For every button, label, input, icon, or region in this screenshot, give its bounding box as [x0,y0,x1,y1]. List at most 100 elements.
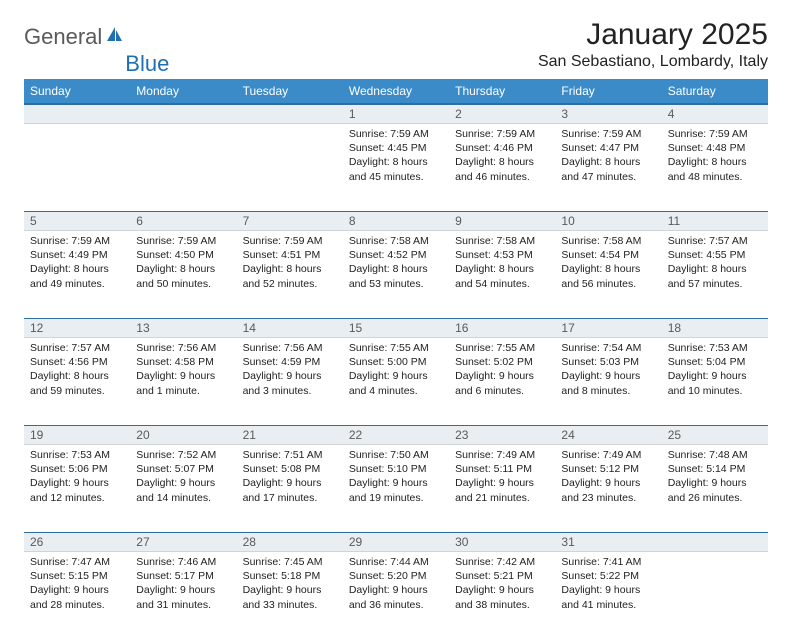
sunset-line: Sunset: 5:14 PM [668,462,762,476]
sunrise-line: Sunrise: 7:56 AM [243,341,337,355]
sunset-line: Sunset: 5:07 PM [136,462,230,476]
day-number-cell: 25 [662,426,768,445]
day-number-cell: 16 [449,319,555,338]
day-number-cell: 1 [343,104,449,124]
day-number-cell: 22 [343,426,449,445]
day-info-cell: Sunrise: 7:53 AMSunset: 5:04 PMDaylight:… [662,338,768,426]
day-number: 1 [343,105,449,123]
day-number: 28 [237,533,343,551]
day-info-cell: Sunrise: 7:59 AMSunset: 4:50 PMDaylight:… [130,231,236,319]
sunrise-line: Sunrise: 7:59 AM [561,127,655,141]
day-number: 23 [449,426,555,444]
daylight-line: Daylight: 8 hours and 47 minutes. [561,155,655,183]
daylight-line: Daylight: 8 hours and 53 minutes. [349,262,443,290]
day-number-cell: 15 [343,319,449,338]
day-info-cell: Sunrise: 7:51 AMSunset: 5:08 PMDaylight:… [237,445,343,533]
day-info: Sunrise: 7:52 AMSunset: 5:07 PMDaylight:… [130,445,236,511]
sunrise-line: Sunrise: 7:56 AM [136,341,230,355]
day-number-cell: 13 [130,319,236,338]
sunset-line: Sunset: 4:56 PM [30,355,124,369]
sunset-line: Sunset: 4:47 PM [561,141,655,155]
daylight-line: Daylight: 9 hours and 12 minutes. [30,476,124,504]
day-number-cell: 11 [662,212,768,231]
day-number-cell: 24 [555,426,661,445]
day-number-cell: 2 [449,104,555,124]
week-daynum-row: 12131415161718 [24,319,768,338]
day-number: 16 [449,319,555,337]
day-info: Sunrise: 7:51 AMSunset: 5:08 PMDaylight:… [237,445,343,511]
day-number: 12 [24,319,130,337]
sunrise-line: Sunrise: 7:48 AM [668,448,762,462]
sunrise-line: Sunrise: 7:59 AM [243,234,337,248]
day-info-cell: Sunrise: 7:56 AMSunset: 4:59 PMDaylight:… [237,338,343,426]
day-info-cell: Sunrise: 7:59 AMSunset: 4:49 PMDaylight:… [24,231,130,319]
day-number [24,105,130,123]
day-info-cell: Sunrise: 7:48 AMSunset: 5:14 PMDaylight:… [662,445,768,533]
sunrise-line: Sunrise: 7:44 AM [349,555,443,569]
sunrise-line: Sunrise: 7:59 AM [455,127,549,141]
sunset-line: Sunset: 4:53 PM [455,248,549,262]
sunrise-line: Sunrise: 7:49 AM [561,448,655,462]
sunrise-line: Sunrise: 7:51 AM [243,448,337,462]
day-number-cell: 12 [24,319,130,338]
daylight-line: Daylight: 9 hours and 21 minutes. [455,476,549,504]
day-info-cell: Sunrise: 7:42 AMSunset: 5:21 PMDaylight:… [449,552,555,640]
day-info-cell: Sunrise: 7:58 AMSunset: 4:54 PMDaylight:… [555,231,661,319]
week-daynum-row: 1234 [24,104,768,124]
daylight-line: Daylight: 9 hours and 19 minutes. [349,476,443,504]
sunset-line: Sunset: 4:51 PM [243,248,337,262]
day-number: 7 [237,212,343,230]
day-info-cell: Sunrise: 7:59 AMSunset: 4:48 PMDaylight:… [662,124,768,212]
day-info-cell: Sunrise: 7:52 AMSunset: 5:07 PMDaylight:… [130,445,236,533]
sunrise-line: Sunrise: 7:55 AM [349,341,443,355]
day-number-cell: 7 [237,212,343,231]
daylight-line: Daylight: 8 hours and 54 minutes. [455,262,549,290]
day-info-cell: Sunrise: 7:53 AMSunset: 5:06 PMDaylight:… [24,445,130,533]
sail-icon [105,25,125,50]
sunset-line: Sunset: 5:22 PM [561,569,655,583]
daylight-line: Daylight: 8 hours and 48 minutes. [668,155,762,183]
day-info: Sunrise: 7:59 AMSunset: 4:50 PMDaylight:… [130,231,236,297]
day-info-cell: Sunrise: 7:44 AMSunset: 5:20 PMDaylight:… [343,552,449,640]
day-info-cell: Sunrise: 7:56 AMSunset: 4:58 PMDaylight:… [130,338,236,426]
day-number: 31 [555,533,661,551]
day-info-cell: Sunrise: 7:54 AMSunset: 5:03 PMDaylight:… [555,338,661,426]
day-info: Sunrise: 7:56 AMSunset: 4:59 PMDaylight:… [237,338,343,404]
sunset-line: Sunset: 4:58 PM [136,355,230,369]
sunrise-line: Sunrise: 7:53 AM [30,448,124,462]
day-number-cell: 9 [449,212,555,231]
sunrise-line: Sunrise: 7:45 AM [243,555,337,569]
sunrise-line: Sunrise: 7:53 AM [668,341,762,355]
week-info-row: Sunrise: 7:47 AMSunset: 5:15 PMDaylight:… [24,552,768,640]
sunset-line: Sunset: 5:11 PM [455,462,549,476]
day-number-cell [662,533,768,552]
sunset-line: Sunset: 5:20 PM [349,569,443,583]
day-number: 29 [343,533,449,551]
sunrise-line: Sunrise: 7:46 AM [136,555,230,569]
daylight-line: Daylight: 9 hours and 38 minutes. [455,583,549,611]
weekday-header: Tuesday [237,79,343,104]
day-number: 3 [555,105,661,123]
weekday-header: Saturday [662,79,768,104]
week-info-row: Sunrise: 7:57 AMSunset: 4:56 PMDaylight:… [24,338,768,426]
day-number: 10 [555,212,661,230]
day-info-cell: Sunrise: 7:50 AMSunset: 5:10 PMDaylight:… [343,445,449,533]
day-info: Sunrise: 7:57 AMSunset: 4:55 PMDaylight:… [662,231,768,297]
daylight-line: Daylight: 8 hours and 49 minutes. [30,262,124,290]
day-number [130,105,236,123]
day-number-cell: 10 [555,212,661,231]
sunrise-line: Sunrise: 7:57 AM [668,234,762,248]
day-number-cell: 8 [343,212,449,231]
daylight-line: Daylight: 9 hours and 17 minutes. [243,476,337,504]
sunrise-line: Sunrise: 7:41 AM [561,555,655,569]
sunset-line: Sunset: 5:08 PM [243,462,337,476]
day-number-cell: 19 [24,426,130,445]
day-info-cell [662,552,768,640]
daylight-line: Daylight: 9 hours and 23 minutes. [561,476,655,504]
day-number-cell: 4 [662,104,768,124]
day-info: Sunrise: 7:48 AMSunset: 5:14 PMDaylight:… [662,445,768,511]
day-number-cell: 21 [237,426,343,445]
day-info: Sunrise: 7:59 AMSunset: 4:49 PMDaylight:… [24,231,130,297]
month-title: January 2025 [538,18,768,51]
day-info-cell: Sunrise: 7:46 AMSunset: 5:17 PMDaylight:… [130,552,236,640]
